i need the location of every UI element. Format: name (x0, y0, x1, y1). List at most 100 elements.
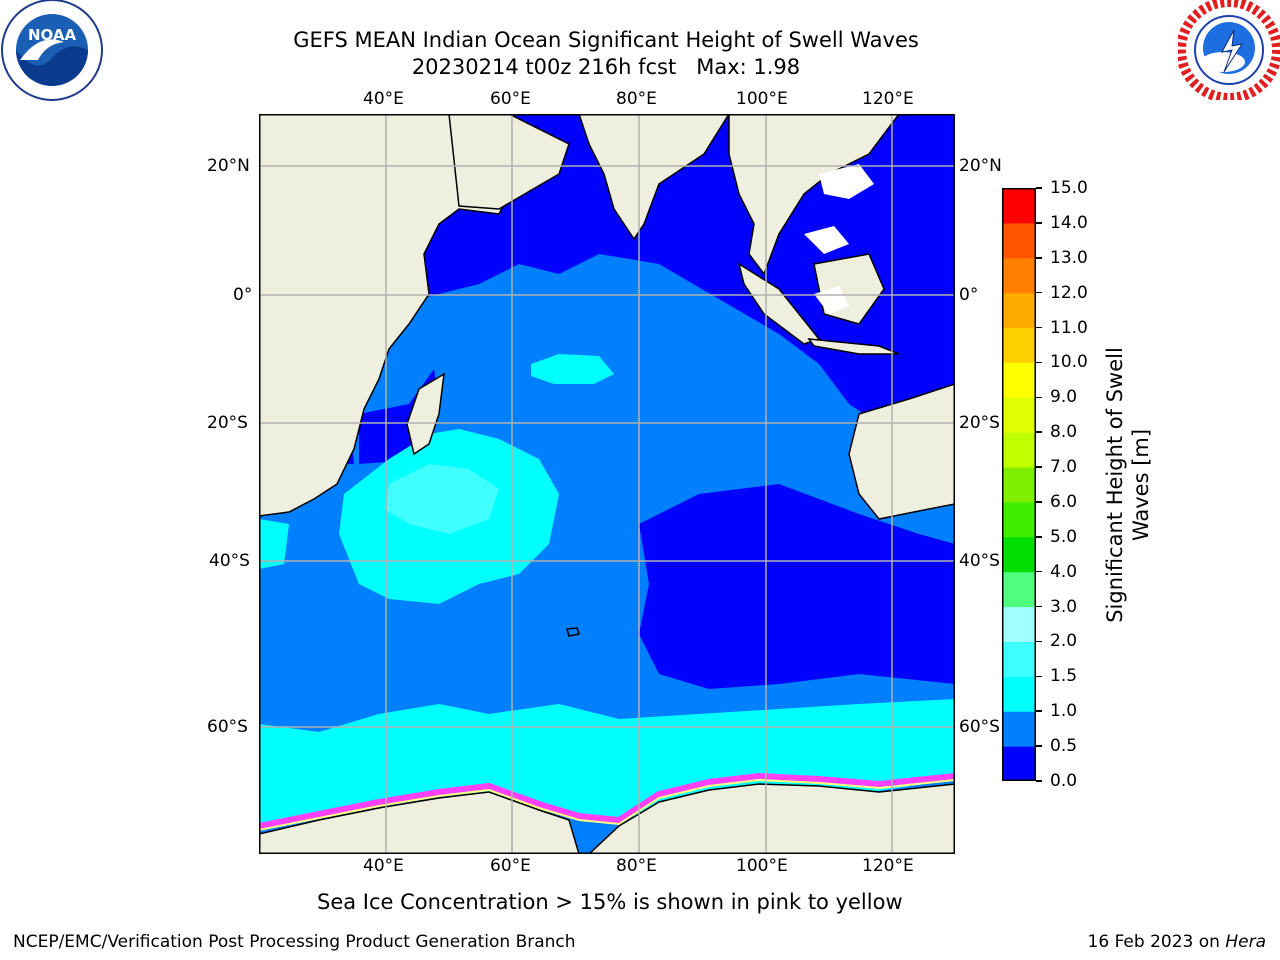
colorbar-tick-mark (1036, 361, 1042, 364)
light-cyan-swell-west (384, 464, 499, 534)
lat-tick-left-40s: 40°S (209, 551, 250, 571)
land-kerguelen (566, 627, 580, 637)
noaa-logo-text: NOAA (28, 26, 77, 44)
colorbar-tick-mark (1036, 257, 1042, 259)
colorbar-tick-mark (1036, 187, 1042, 189)
colorbar-segment (1002, 467, 1036, 503)
colorbar-segment (1002, 571, 1036, 608)
chart-subtitle: 20230214 t00z 216h fcst Max: 1.98 (411, 55, 801, 79)
colorbar-tick-label: 6.0 (1050, 491, 1078, 512)
colorbar-label-line1: Significant Height of Swell (1103, 347, 1127, 623)
colorbar-tick-label: 8.0 (1050, 422, 1078, 443)
colorbar-tick-label: 11.0 (1050, 317, 1088, 338)
colorbar-tick-label: 1.0 (1050, 701, 1078, 722)
lat-tick-right-60s: 60°S (959, 717, 1000, 737)
land-java (807, 338, 900, 355)
colorbar-tick-label: 0.0 (1050, 771, 1078, 791)
colorbar-label-line2: Waves [m] (1129, 428, 1153, 542)
colorbar-segment (1002, 188, 1036, 224)
footer-host: Hera (1225, 932, 1266, 952)
colorbar-tick-mark (1036, 570, 1042, 573)
footer-date: 16 Feb 2023 on Hera (1088, 932, 1266, 952)
lon-tick-top-60e: 60°E (490, 89, 531, 109)
lon-tick-bottom-120e: 120°E (862, 856, 914, 876)
lat-tick-right-20s: 20°S (959, 413, 1000, 433)
colorbar-tick-mark (1036, 466, 1042, 468)
lon-tick-bottom-100e: 100°E (736, 856, 788, 876)
colorbar-tick-label: 13.0 (1050, 247, 1088, 268)
colorbar-tick-label: 1.5 (1050, 666, 1078, 687)
lon-tick-bottom-40e: 40°E (363, 856, 404, 876)
noaa-logo: NOAA (0, 0, 104, 104)
colorbar-tick-label: 12.0 (1050, 282, 1088, 303)
lat-tick-right-20n: 20°N (959, 156, 1002, 176)
colorbar-tick-mark (1036, 536, 1042, 538)
colorbar-tick-mark (1036, 745, 1042, 747)
colorbar-segment (1002, 257, 1036, 294)
colorbar-border (1002, 188, 1036, 781)
colorbar-tick-mark (1036, 326, 1042, 329)
colorbar-segment (1002, 711, 1036, 747)
colorbar-tick-label: 9.0 (1050, 387, 1078, 408)
colorbar (1002, 188, 1036, 782)
colorbar-tick-mark (1036, 780, 1042, 782)
colorbar-tick-label: 7.0 (1050, 457, 1078, 478)
colorbar-tick-mark (1036, 291, 1042, 294)
lat-tick-right-0: 0° (959, 285, 979, 305)
colorbar-segment (1002, 676, 1036, 712)
lon-tick-top-40e: 40°E (363, 89, 404, 109)
sea-ice-fringe-inner (259, 778, 955, 831)
colorbar-tick-mark (1036, 675, 1042, 678)
cyan-swell-southwest (259, 519, 289, 569)
land-arabia (448, 114, 570, 210)
lat-tick-left-20s: 20°S (207, 413, 248, 433)
sea-ice-caption: Sea Ice Concentration > 15% is shown in … (317, 890, 903, 914)
chart-title: GEFS MEAN Indian Ocean Significant Heigh… (293, 28, 919, 52)
colorbar-tick-mark (1036, 222, 1042, 224)
colorbar-segment (1002, 501, 1036, 538)
colorbar-segment (1002, 292, 1036, 329)
colorbar-tick-mark (1036, 710, 1042, 712)
lat-tick-left-0: 0° (233, 285, 253, 305)
lat-tick-right-40s: 40°S (959, 551, 1000, 571)
colorbar-tick-label: 4.0 (1050, 561, 1078, 582)
colorbar-segment (1002, 327, 1036, 363)
no-data-speckles (804, 164, 874, 314)
colorbar-tick-mark (1036, 501, 1042, 503)
footer-date-text: 16 Feb 2023 on (1087, 932, 1226, 952)
lat-tick-left-20n: 20°N (207, 156, 250, 176)
colorbar-segment (1002, 746, 1036, 782)
nws-logo (1176, 0, 1280, 103)
map-panel (259, 114, 955, 854)
colorbar-segment (1002, 432, 1036, 468)
land-antarctica (259, 791, 580, 854)
colorbar-tick-label: 2.0 (1050, 631, 1078, 652)
lon-tick-top-120e: 120°E (862, 89, 914, 109)
lat-tick-left-60s: 60°S (207, 717, 248, 737)
land-masses (259, 114, 955, 854)
land-sumatra (737, 262, 821, 345)
colorbar-tick-label: 10.0 (1050, 352, 1088, 373)
colorbar-tick-label: 3.0 (1050, 596, 1078, 617)
sea-ice-fringe (259, 772, 955, 829)
footer-branch: NCEP/EMC/Verification Post Processing Pr… (13, 932, 576, 952)
lon-tick-bottom-60e: 60°E (490, 856, 531, 876)
colorbar-tick-mark (1036, 431, 1042, 433)
colorbar-tick-mark (1036, 605, 1042, 608)
colorbar-ticks: 0.0 0.5 1.0 1.5 2.0 3.0 4.0 5.0 6.0 7.0 8.0 9.0 10.0… (1036, 178, 1096, 791)
lon-tick-bottom-80e: 80°E (616, 856, 657, 876)
graticule (259, 114, 955, 854)
land-africa (259, 114, 510, 517)
land-madagascar (406, 372, 445, 456)
colorbar-segment (1002, 397, 1036, 433)
colorbar-segment (1002, 362, 1036, 398)
colorbar-tick-label: 15.0 (1050, 178, 1088, 198)
colorbar-segment (1002, 641, 1036, 677)
colorbar-tick-label: 0.5 (1050, 736, 1078, 757)
land-se-asia (728, 114, 900, 276)
colorbar-tick-mark (1036, 640, 1042, 643)
lon-tick-top-100e: 100°E (736, 89, 788, 109)
lon-tick-top-80e: 80°E (616, 89, 657, 109)
deep-swell-southeast (639, 484, 955, 689)
colorbar-tick-label: 5.0 (1050, 526, 1078, 547)
